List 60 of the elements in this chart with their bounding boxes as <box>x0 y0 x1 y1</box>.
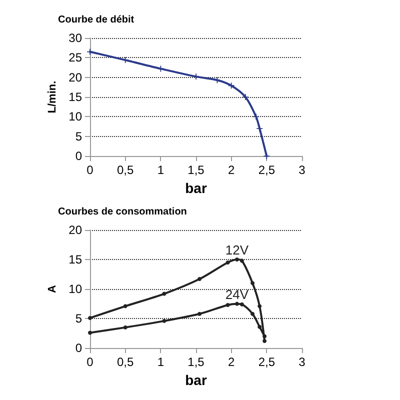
point <box>88 330 92 335</box>
point <box>256 126 263 132</box>
series-label: 24V <box>225 286 249 302</box>
y-tick-label: 5 <box>75 312 82 326</box>
point <box>228 82 234 89</box>
x-tick-label: 2 <box>228 355 235 370</box>
y-tick-label: 0 <box>75 149 82 164</box>
point <box>162 292 166 296</box>
y-tick-label: 20 <box>68 223 82 237</box>
point <box>240 258 244 263</box>
point <box>123 325 128 330</box>
series-label: 12V <box>225 242 249 258</box>
x-tick-label: 3 <box>298 163 306 178</box>
point <box>226 302 230 307</box>
point <box>250 312 255 316</box>
x-axis-title: bar <box>185 180 208 196</box>
x-tick-label: 3 <box>298 355 306 370</box>
y-tick-label: 15 <box>68 252 82 267</box>
x-tick-label: 2,5 <box>258 163 276 178</box>
x-tick-label: 0 <box>86 163 94 178</box>
y-tick-label: 15 <box>68 90 82 104</box>
x-tick-label: 1,5 <box>188 163 205 178</box>
point <box>226 260 230 264</box>
chart-title: Courbe de débit <box>58 14 135 26</box>
x-tick-label: 0,5 <box>116 355 134 370</box>
y-tick-label: 10 <box>68 282 82 296</box>
x-tick-label: 1,5 <box>188 355 205 370</box>
point <box>198 277 202 282</box>
y-tick-label: 25 <box>68 50 82 65</box>
point <box>122 57 128 64</box>
x-axis-title: bar <box>185 372 208 388</box>
point <box>262 334 267 338</box>
point <box>258 324 262 329</box>
x-tick-label: 0 <box>86 355 94 370</box>
point <box>88 316 92 320</box>
x-tick-label: 2,5 <box>258 355 276 370</box>
y-tick-label: 10 <box>68 110 82 124</box>
point <box>234 258 239 262</box>
chart-title: Courbes de consommation <box>58 206 187 218</box>
x-tick-label: 0,5 <box>116 163 134 178</box>
y-axis-title: A <box>46 285 58 294</box>
x-tick-label: 1 <box>157 355 164 370</box>
y-tick-label: 20 <box>68 70 82 84</box>
point <box>262 339 267 344</box>
point <box>240 302 244 306</box>
point <box>123 304 128 308</box>
y-tick-label: 5 <box>75 129 82 144</box>
point <box>264 153 270 160</box>
y-tick-label: 30 <box>68 31 82 45</box>
point <box>198 312 202 316</box>
point <box>234 302 239 306</box>
line-series <box>87 48 270 160</box>
y-tick-label: 0 <box>75 341 82 356</box>
x-tick-label: 1 <box>157 163 164 178</box>
point <box>258 304 262 308</box>
point <box>250 281 255 286</box>
point <box>242 94 248 100</box>
x-tick-label: 2 <box>228 163 235 178</box>
point <box>162 318 166 323</box>
y-axis-title: L/min. <box>46 80 58 114</box>
